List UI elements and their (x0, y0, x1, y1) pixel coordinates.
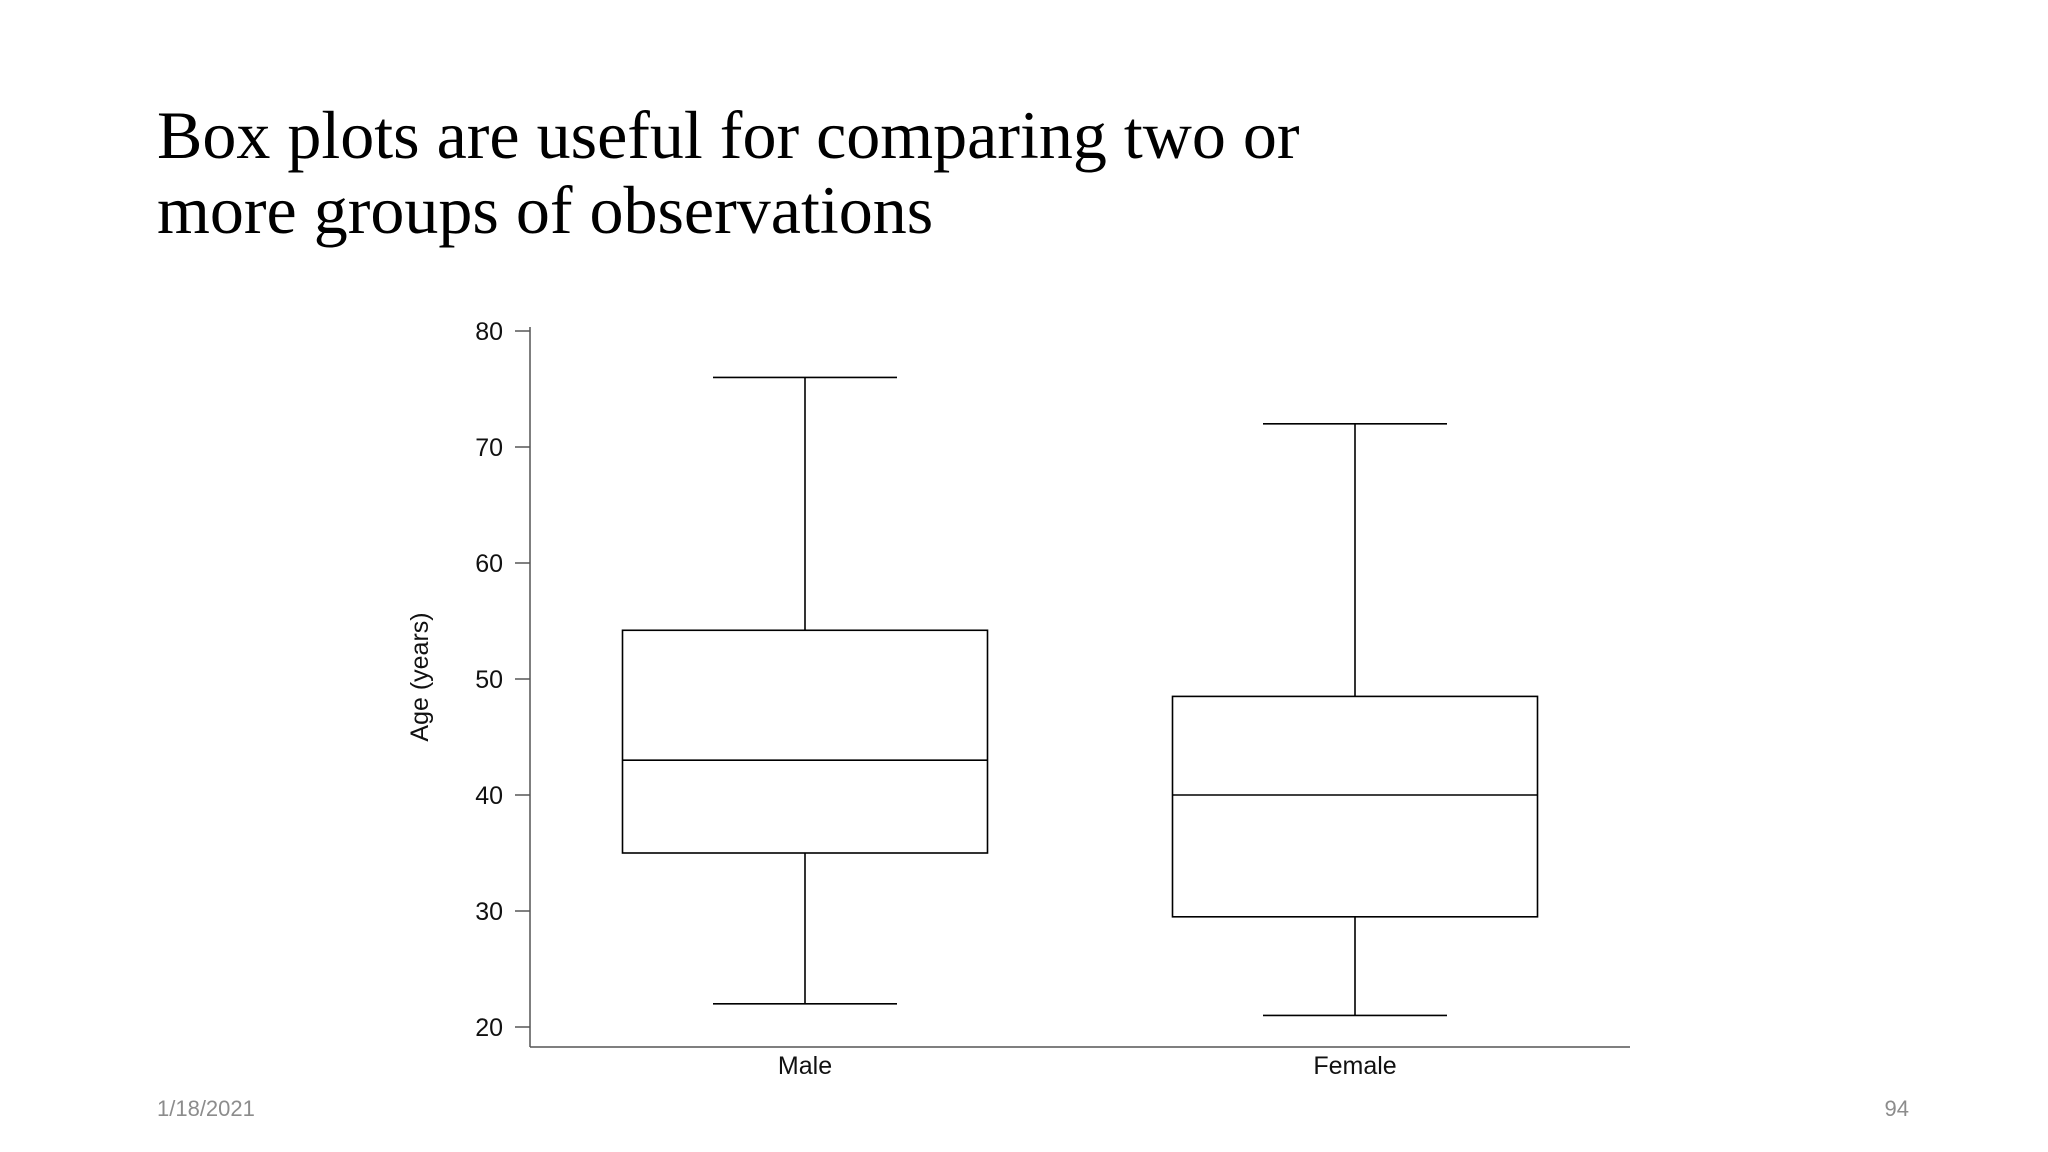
footer-date: 1/18/2021 (157, 1096, 255, 1121)
y-tick-label: 20 (475, 1014, 503, 1042)
slide-title-line-1: Box plots are useful for comparing two o… (157, 97, 1300, 173)
y-axis-label: Age (years) (406, 612, 434, 741)
slide-title-line-2: more groups of observations (157, 172, 934, 248)
box-female (1171, 422, 1539, 1017)
y-tick-label: 60 (475, 550, 503, 578)
y-tick-label: 70 (475, 434, 503, 462)
slide-title: Box plots are useful for comparing two o… (157, 98, 1457, 248)
interquartile-box (1171, 695, 1539, 918)
x-axis: Male Female (530, 1046, 1630, 1080)
y-tick-label: 50 (475, 666, 503, 694)
x-tick-label-male: Male (778, 1052, 832, 1080)
x-tick-label-female: Female (1313, 1052, 1396, 1080)
interquartile-box (621, 629, 989, 854)
box-male (621, 376, 989, 1005)
y-tick-label: 40 (475, 782, 503, 810)
y-tick-label: 80 (475, 318, 503, 346)
page-number: 94 (1884, 1096, 1909, 1121)
box-series (621, 376, 1539, 1017)
y-tick-label: 30 (475, 898, 503, 926)
y-axis: 20 30 40 50 60 70 80 (475, 318, 531, 1047)
